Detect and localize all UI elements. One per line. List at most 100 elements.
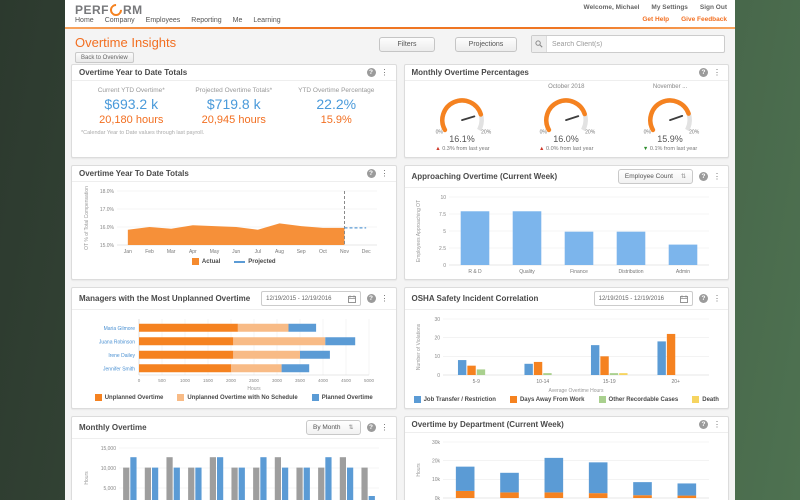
help-icon[interactable]: ? (699, 68, 708, 77)
svg-text:Distribution: Distribution (619, 269, 644, 275)
nav-item-company[interactable]: Company (104, 17, 135, 24)
search-input[interactable] (547, 36, 724, 52)
logo-text-post: RM (123, 3, 143, 17)
card-title: Approaching Overtime (Current Week) (411, 172, 558, 181)
legend-label: Days Away From Work (519, 396, 585, 403)
svg-text:Dec: Dec (361, 249, 370, 255)
svg-text:Nov: Nov (340, 249, 349, 255)
kebab-menu-icon[interactable]: ⋮ (713, 294, 721, 303)
svg-text:Hours: Hours (416, 463, 422, 477)
svg-text:Oct: Oct (319, 249, 327, 255)
trend-arrow-icon: ▲ (435, 146, 441, 152)
svg-text:4500: 4500 (341, 378, 352, 383)
nav-item-me[interactable]: Me (232, 17, 243, 24)
svg-text:10: 10 (441, 195, 447, 201)
svg-text:Hours: Hours (247, 386, 261, 392)
svg-text:Irene Dailey: Irene Dailey (108, 353, 135, 359)
help-icon[interactable]: ? (366, 294, 376, 303)
card-overtime-by-department: Overtime by Department (Current Week) ? … (403, 416, 729, 500)
svg-text:Maria Gilmore: Maria Gilmore (103, 326, 135, 332)
perform-logo: PERF RM (75, 1, 143, 19)
legend-swatch (177, 394, 185, 401)
card-title: Monthly Overtime Percentages (411, 68, 529, 77)
my-settings-link[interactable]: My Settings (651, 4, 688, 11)
by-month-dropdown[interactable]: By Month ⇅ (306, 420, 361, 435)
kebab-menu-icon[interactable]: ⋮ (713, 420, 721, 429)
nav-item-learning[interactable]: Learning (253, 17, 281, 24)
kebab-menu-icon[interactable]: ⋮ (713, 172, 721, 181)
help-icon[interactable]: ? (699, 420, 708, 429)
svg-text:Hours: Hours (84, 471, 90, 485)
chart-legend: Unplanned Overtime Unplanned Overtime wi… (72, 393, 396, 406)
department-bar-chart: 0k10k20k30kHoursFinanceDistributionQuali… (416, 440, 710, 500)
date-range-input[interactable]: 12/19/2015 - 12/19/2016 (261, 291, 361, 306)
svg-text:5-9: 5-9 (473, 379, 480, 385)
help-icon[interactable]: ? (699, 294, 708, 303)
get-help-link[interactable]: Get Help (642, 16, 670, 23)
svg-text:15,000: 15,000 (100, 446, 116, 452)
kebab-menu-icon[interactable]: ⋮ (380, 423, 389, 432)
svg-text:0%: 0% (436, 130, 444, 136)
metric-label: Projected Overtime Totals* (195, 87, 273, 94)
svg-text:Feb: Feb (145, 249, 154, 255)
svg-text:Jul: Jul (254, 249, 260, 255)
card-ytd-chart: Overtime Year To Date Totals ? ⋮ 15.0% 16… (71, 165, 397, 280)
filters-button[interactable]: Filters (379, 36, 435, 52)
footnote: *Calendar Year to Date values through la… (81, 130, 205, 136)
svg-text:R & D: R & D (469, 269, 483, 275)
account-links: Welcome, Michael My Settings Sign Out (584, 4, 727, 11)
svg-text:10: 10 (435, 354, 441, 360)
nav-item-employees[interactable]: Employees (145, 17, 181, 24)
chart-legend: Actual Projected (72, 257, 396, 270)
help-icon[interactable]: ? (366, 423, 376, 432)
gauge-change: ▼ 0.1% from last year (643, 146, 697, 152)
kebab-menu-icon[interactable]: ⋮ (380, 68, 389, 77)
card-monthly-percentages: Monthly Overtime Percentages ? ⋮ 0% 20% 16… (403, 64, 729, 158)
card-approaching-overtime: Approaching Overtime (Current Week) Empl… (403, 165, 729, 280)
help-icon[interactable]: ? (699, 172, 708, 181)
gauge-chart: 0% 20% 16.0% (540, 98, 596, 144)
legend-label: Planned Overtime (321, 394, 373, 401)
calendar-icon (347, 295, 356, 303)
metric-label: YTD Overtime Percentage (298, 87, 375, 94)
svg-text:20%: 20% (689, 130, 700, 136)
date-range-input[interactable]: 12/19/2015 - 12/19/2016 (593, 291, 693, 306)
help-icon[interactable]: ? (366, 169, 376, 178)
main-nav: Home Company Employees Reporting Me Lear… (75, 17, 281, 24)
metric-value: $719.8 k (206, 96, 261, 112)
osha-bar-chart: 0 10 20 30 Number of Violations 5-9 10-14 15-19… (416, 317, 710, 394)
svg-text:3500: 3500 (295, 378, 306, 383)
calendar-icon (680, 295, 688, 303)
card-monthly-overtime: Monthly Overtime By Month⇅ ? ⋮ 05,00010,… (71, 416, 397, 500)
svg-text:1000: 1000 (180, 378, 191, 383)
employee-count-dropdown[interactable]: Employee Count ⇅ (617, 169, 693, 184)
legend-label: Other Recordable Cases (608, 396, 679, 403)
kebab-menu-icon[interactable]: ⋮ (380, 294, 389, 303)
nav-item-reporting[interactable]: Reporting (191, 17, 222, 24)
svg-text:0k: 0k (435, 496, 441, 500)
nav-item-home[interactable]: Home (75, 17, 94, 24)
trend-arrow-icon: ▼ (642, 146, 649, 152)
top-bar: PERF RM Home Company Employees Reporting … (65, 0, 735, 27)
card-title: Monthly Overtime (79, 423, 147, 432)
svg-text:16.0%: 16.0% (100, 225, 115, 231)
client-search (531, 35, 725, 53)
back-to-overview-button[interactable]: Back to Overview (75, 52, 134, 63)
search-icon[interactable] (532, 36, 547, 52)
kebab-menu-icon[interactable]: ⋮ (713, 68, 721, 77)
chart-legend: Job Transfer / Restriction Days Away Fro… (405, 395, 729, 408)
legend-swatch (509, 396, 517, 403)
gauge-change-text: 0.1% from last year (649, 146, 698, 152)
card-title: OSHA Safety Incident Correlation (411, 294, 539, 303)
metric-value: 22.2% (316, 96, 357, 112)
ytd-area-chart: 15.0% 16.0% 17.0% 18.0% OT % of Total Compen… (84, 186, 377, 255)
give-feedback-link[interactable]: Give Feedback (681, 16, 727, 23)
sign-out-link[interactable]: Sign Out (699, 4, 727, 11)
svg-text:15.0%: 15.0% (100, 243, 115, 249)
kebab-menu-icon[interactable]: ⋮ (380, 169, 389, 178)
help-icon[interactable]: ? (366, 68, 376, 77)
projections-button[interactable]: Projections (455, 36, 517, 52)
gauge-change: ▲ 0.3% from last year (435, 146, 489, 152)
svg-text:1500: 1500 (203, 378, 214, 383)
